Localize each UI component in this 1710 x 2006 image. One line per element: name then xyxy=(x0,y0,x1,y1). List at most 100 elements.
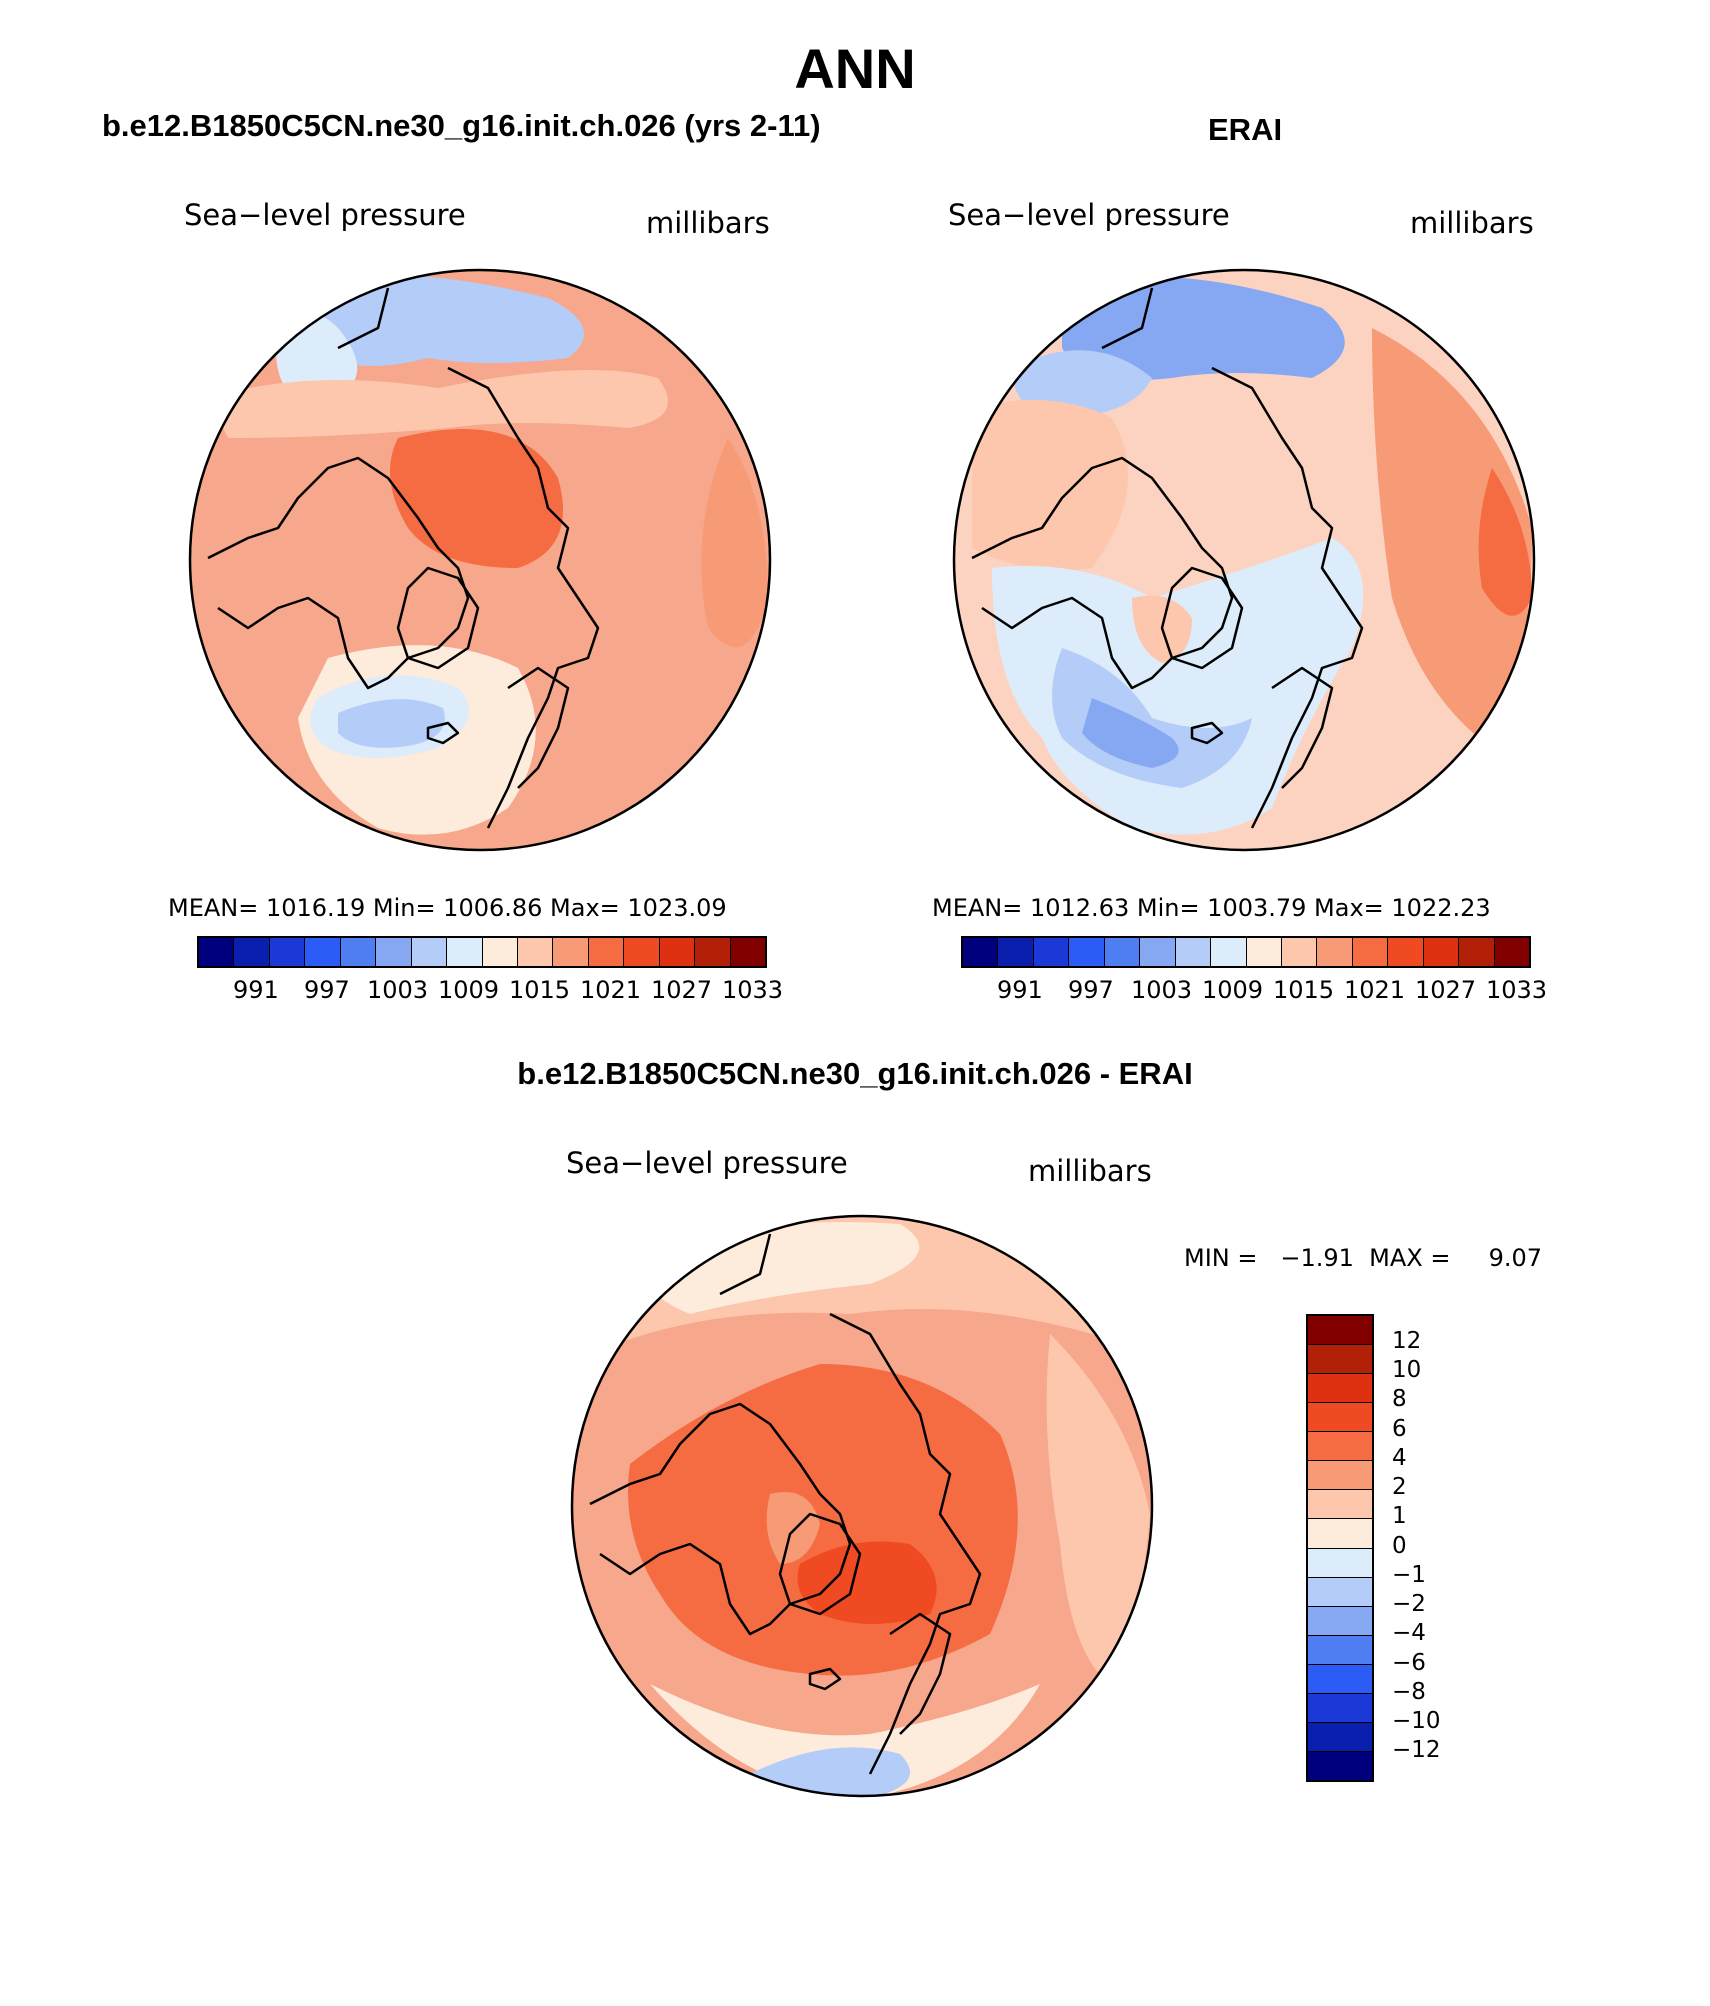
panel-1-units: millibars xyxy=(646,206,770,240)
tick-label: 1009 xyxy=(1202,976,1264,1004)
panel-3-coastline-greenland xyxy=(778,1512,862,1616)
swatch xyxy=(1104,938,1141,966)
panel-3-map xyxy=(570,1214,1154,1798)
panel-3-variable: Sea−level pressure xyxy=(566,1146,848,1180)
swatch xyxy=(411,938,448,966)
panel-2-east-high xyxy=(1372,328,1532,748)
tick-label: −2 xyxy=(1392,1591,1426,1617)
panel-1-east-high xyxy=(701,438,768,648)
swatch xyxy=(1069,938,1105,966)
panel-2-coastline-scandinavia xyxy=(1271,666,1334,789)
tick-label: 4 xyxy=(1392,1445,1407,1471)
swatch xyxy=(1281,938,1318,966)
panel-2-map xyxy=(952,268,1536,852)
swatch xyxy=(1459,938,1495,966)
panel-2-pacific-low xyxy=(1062,276,1345,380)
swatch xyxy=(1308,1693,1372,1723)
panel-2-coastline-america xyxy=(971,456,1234,690)
panel-1-colorbar-labels: 991 997 1003 1009 1015 1021 1027 1033 xyxy=(197,976,783,1006)
panel-3-greenland-core xyxy=(766,1492,820,1564)
panel-3-atlantic-neutral xyxy=(650,1684,1040,1796)
swatch xyxy=(269,938,306,966)
swatch xyxy=(1308,1635,1372,1665)
panel-3-coastline-iceland xyxy=(808,1667,842,1691)
swatch xyxy=(376,938,412,966)
swatch xyxy=(1308,1577,1372,1607)
panel-2-atlantic-low xyxy=(992,538,1364,835)
swatch xyxy=(305,938,341,966)
swatch xyxy=(659,938,696,966)
panel-2-colorbar-labels: 991 997 1003 1009 1015 1021 1027 1033 xyxy=(961,976,1547,1006)
swatch xyxy=(963,938,999,966)
panel-3-coastline-scandinavia xyxy=(889,1612,952,1735)
tick-label: 1021 xyxy=(580,976,642,1004)
panel-2-west-neutral xyxy=(972,400,1128,571)
tick-label: 1 xyxy=(1392,1503,1407,1529)
swatch xyxy=(1308,1519,1372,1549)
main-title: ANN xyxy=(794,37,916,100)
panel-3-atlantic-low xyxy=(750,1747,910,1796)
swatch xyxy=(199,938,235,966)
panel-3-heading: b.e12.B1850C5CN.ne30_g16.init.ch.026 - E… xyxy=(517,1056,1193,1091)
tick-label: 1033 xyxy=(722,976,784,1004)
panel-3-coastline-asia xyxy=(719,1233,982,1775)
panel-1-colorbar xyxy=(197,936,767,968)
tick-label: −10 xyxy=(1392,1708,1441,1734)
panel-1-stats: MEAN= 1016.19 Min= 1006.86 Max= 1023.09 xyxy=(168,894,727,922)
swatch xyxy=(447,938,483,966)
tick-label: 1027 xyxy=(651,976,713,1004)
tick-label: −1 xyxy=(1392,1562,1426,1588)
swatch xyxy=(1308,1461,1372,1491)
swatch xyxy=(1308,1664,1372,1694)
swatch xyxy=(517,938,554,966)
tick-label: 10 xyxy=(1392,1357,1422,1383)
panel-1-variable: Sea−level pressure xyxy=(184,198,466,232)
panel-2-coastline-asia xyxy=(1101,287,1364,829)
swatch xyxy=(1308,1345,1372,1375)
panel-1-heading: b.e12.B1850C5CN.ne30_g16.init.ch.026 (yr… xyxy=(102,108,821,143)
swatch xyxy=(1308,1374,1372,1404)
swatch xyxy=(1033,938,1070,966)
panel-3-colorbar xyxy=(1306,1314,1374,1782)
tick-label: 1009 xyxy=(438,976,500,1004)
panel-1-neutral-band xyxy=(208,370,668,438)
swatch xyxy=(1308,1606,1372,1636)
swatch xyxy=(340,938,377,966)
swatch xyxy=(730,938,765,966)
tick-label: 997 xyxy=(1068,976,1114,1004)
swatch xyxy=(1317,938,1353,966)
swatch xyxy=(1211,938,1247,966)
swatch xyxy=(1175,938,1212,966)
panel-1-coastline-asia xyxy=(337,287,600,829)
panel-1-coastline-iceland xyxy=(426,721,460,745)
panel-2-variable: Sea−level pressure xyxy=(948,198,1230,232)
swatch xyxy=(624,938,660,966)
panel-1-coastline-greenland xyxy=(396,566,480,670)
tick-label: 991 xyxy=(233,976,279,1004)
tick-label: −8 xyxy=(1392,1679,1426,1705)
tick-label: 12 xyxy=(1392,1328,1422,1354)
tick-label: 997 xyxy=(304,976,350,1004)
panel-1-coastline-america xyxy=(207,456,470,690)
panel-2-heading: ERAI xyxy=(1208,112,1283,147)
swatch xyxy=(588,938,625,966)
panel-2-colorbar xyxy=(961,936,1531,968)
tick-label: 1033 xyxy=(1486,976,1548,1004)
tick-label: 1015 xyxy=(1273,976,1335,1004)
panel-3-coastline-america xyxy=(589,1402,852,1636)
swatch xyxy=(1308,1548,1372,1578)
swatch xyxy=(998,938,1034,966)
tick-label: 1015 xyxy=(509,976,571,1004)
swatch xyxy=(1308,1316,1372,1346)
panel-1-arctic-high xyxy=(390,429,563,568)
panel-2-icelandic-low xyxy=(1052,648,1252,788)
swatch xyxy=(1140,938,1176,966)
panel-3-arctic-high-core xyxy=(797,1541,937,1624)
panel-3-units: millibars xyxy=(1028,1154,1152,1188)
panel-3-colorbar-labels: 12 10 8 6 4 2 1 0 −1 −2 −4 −6 −8 −10 −12 xyxy=(1392,1328,1492,1788)
tick-label: 2 xyxy=(1392,1474,1407,1500)
panel-2-icelandic-low-core xyxy=(1082,698,1179,768)
tick-label: 0 xyxy=(1392,1533,1407,1559)
panel-2-coastline-greenland xyxy=(1160,566,1244,670)
swatch xyxy=(1388,938,1424,966)
